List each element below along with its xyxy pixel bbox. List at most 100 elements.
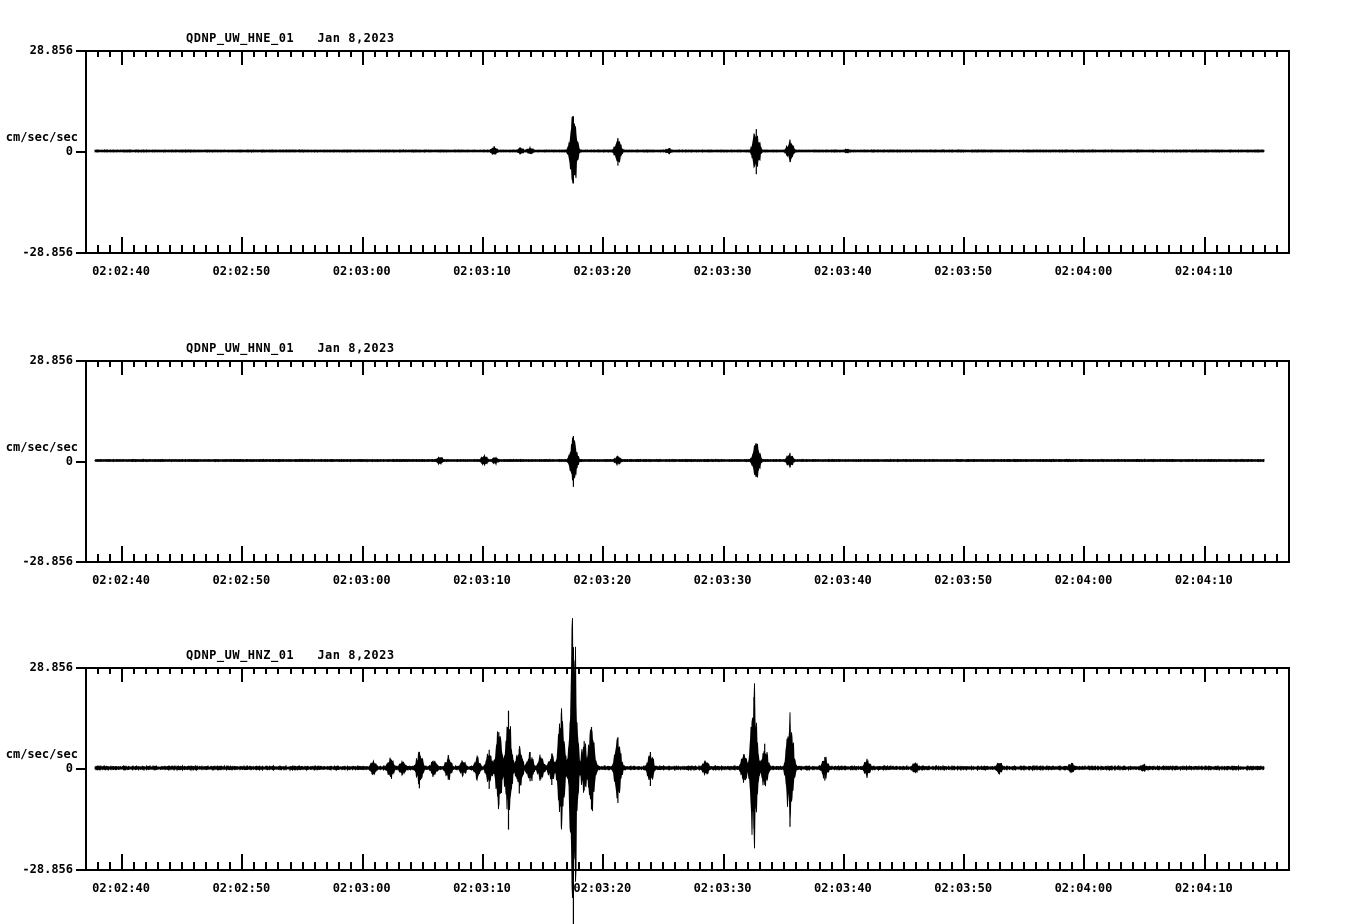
- x-minor-tick-bottom: [386, 554, 388, 563]
- x-minor-tick-bottom: [506, 245, 508, 254]
- x-axis-tick-label: 02:03:20: [573, 264, 632, 278]
- x-minor-tick-top: [687, 667, 689, 674]
- x-minor-tick-top: [229, 360, 231, 367]
- x-minor-tick-bottom: [578, 862, 580, 871]
- x-axis-tick-label: 02:02:40: [92, 264, 150, 278]
- x-minor-tick-top: [590, 50, 592, 57]
- x-minor-tick-bottom: [831, 862, 833, 871]
- x-minor-tick-bottom: [398, 862, 400, 871]
- x-minor-tick-top: [687, 360, 689, 367]
- x-minor-tick-top: [494, 360, 496, 367]
- x-minor-tick-bottom: [855, 245, 857, 254]
- x-minor-tick-bottom: [217, 862, 219, 871]
- x-minor-tick-bottom: [530, 554, 532, 563]
- x-minor-tick-top: [410, 667, 412, 674]
- x-major-tick-top: [121, 667, 123, 682]
- x-major-tick-bottom: [723, 546, 725, 563]
- x-minor-tick-bottom: [590, 554, 592, 563]
- x-minor-tick-bottom: [1144, 245, 1146, 254]
- x-minor-tick-top: [398, 50, 400, 57]
- x-minor-tick-top: [674, 50, 676, 57]
- x-minor-tick-bottom: [711, 554, 713, 563]
- x-minor-tick-top: [927, 667, 929, 674]
- x-axis-tick-label: 02:03:00: [332, 881, 391, 895]
- x-axis-tick-label: 02:03:40: [813, 264, 872, 278]
- x-minor-tick-top: [133, 667, 135, 674]
- x-minor-tick-bottom: [506, 554, 508, 563]
- x-minor-tick-top: [422, 360, 424, 367]
- x-axis-tick-label: 02:03:30: [693, 881, 752, 895]
- y-tick-zero-hnz: [76, 768, 87, 770]
- x-minor-tick-top: [434, 360, 436, 367]
- x-minor-tick-top: [422, 667, 424, 674]
- x-minor-tick-bottom: [759, 554, 761, 563]
- x-minor-tick-bottom: [205, 554, 207, 563]
- x-major-tick-bottom: [602, 546, 604, 563]
- x-minor-tick-top: [1216, 360, 1218, 367]
- x-minor-tick-top: [518, 360, 520, 367]
- x-minor-tick-top: [157, 50, 159, 57]
- x-minor-tick-bottom: [975, 554, 977, 563]
- x-minor-tick-top: [386, 50, 388, 57]
- x-minor-tick-bottom: [951, 245, 953, 254]
- x-minor-tick-bottom: [386, 245, 388, 254]
- x-minor-tick-bottom: [807, 245, 809, 254]
- x-minor-tick-bottom: [193, 862, 195, 871]
- x-minor-tick-bottom: [1156, 554, 1158, 563]
- x-major-tick-bottom: [963, 854, 965, 871]
- panel-title-hne: QDNP_UW_HNE_01 Jan 8,2023: [186, 31, 395, 45]
- x-minor-tick-top: [253, 667, 255, 674]
- x-minor-tick-top: [506, 667, 508, 674]
- x-minor-tick-bottom: [578, 245, 580, 254]
- x-minor-tick-top: [867, 360, 869, 367]
- x-minor-tick-bottom: [193, 245, 195, 254]
- x-minor-tick-top: [326, 360, 328, 367]
- x-minor-tick-bottom: [578, 554, 580, 563]
- x-minor-tick-bottom: [470, 862, 472, 871]
- x-minor-tick-bottom: [422, 554, 424, 563]
- x-minor-tick-top: [747, 360, 749, 367]
- x-minor-tick-top: [518, 50, 520, 57]
- plot-frame-top-hnn: [85, 360, 1288, 362]
- x-minor-tick-bottom: [1264, 554, 1266, 563]
- x-minor-tick-top: [626, 50, 628, 57]
- x-minor-tick-bottom: [662, 554, 664, 563]
- x-minor-tick-top: [314, 360, 316, 367]
- x-minor-tick-top: [747, 50, 749, 57]
- x-minor-tick-bottom: [1288, 862, 1290, 871]
- x-minor-tick-top: [458, 50, 460, 57]
- x-minor-tick-top: [662, 360, 664, 367]
- x-axis-tick-label: 02:03:10: [453, 264, 511, 278]
- x-minor-tick-bottom: [891, 862, 893, 871]
- x-minor-tick-top: [277, 667, 279, 674]
- x-minor-tick-top: [1276, 667, 1278, 674]
- x-minor-tick-bottom: [1047, 245, 1049, 254]
- x-minor-tick-top: [542, 667, 544, 674]
- x-minor-tick-bottom: [229, 245, 231, 254]
- x-minor-tick-top: [338, 50, 340, 57]
- x-minor-tick-bottom: [903, 554, 905, 563]
- x-minor-tick-top: [807, 50, 809, 57]
- ytick-zero-hnn: 0: [65, 453, 73, 468]
- x-minor-tick-bottom: [662, 862, 664, 871]
- x-minor-tick-top: [590, 667, 592, 674]
- x-minor-tick-bottom: [470, 245, 472, 254]
- x-minor-tick-bottom: [1264, 862, 1266, 871]
- x-minor-tick-top: [1059, 50, 1061, 57]
- x-minor-tick-bottom: [1264, 245, 1266, 254]
- x-minor-tick-bottom: [590, 245, 592, 254]
- x-major-tick-top: [482, 667, 484, 682]
- x-minor-tick-bottom: [999, 862, 1001, 871]
- x-minor-tick-top: [795, 50, 797, 57]
- x-minor-tick-top: [638, 667, 640, 674]
- x-minor-tick-top: [205, 360, 207, 367]
- x-minor-tick-bottom: [157, 554, 159, 563]
- x-major-tick-bottom: [1204, 854, 1206, 871]
- x-minor-tick-bottom: [169, 245, 171, 254]
- x-minor-tick-bottom: [1108, 554, 1110, 563]
- x-minor-tick-bottom: [458, 554, 460, 563]
- x-minor-tick-top: [1120, 360, 1122, 367]
- x-minor-tick-bottom: [422, 245, 424, 254]
- x-minor-tick-top: [1180, 360, 1182, 367]
- x-minor-tick-top: [566, 667, 568, 674]
